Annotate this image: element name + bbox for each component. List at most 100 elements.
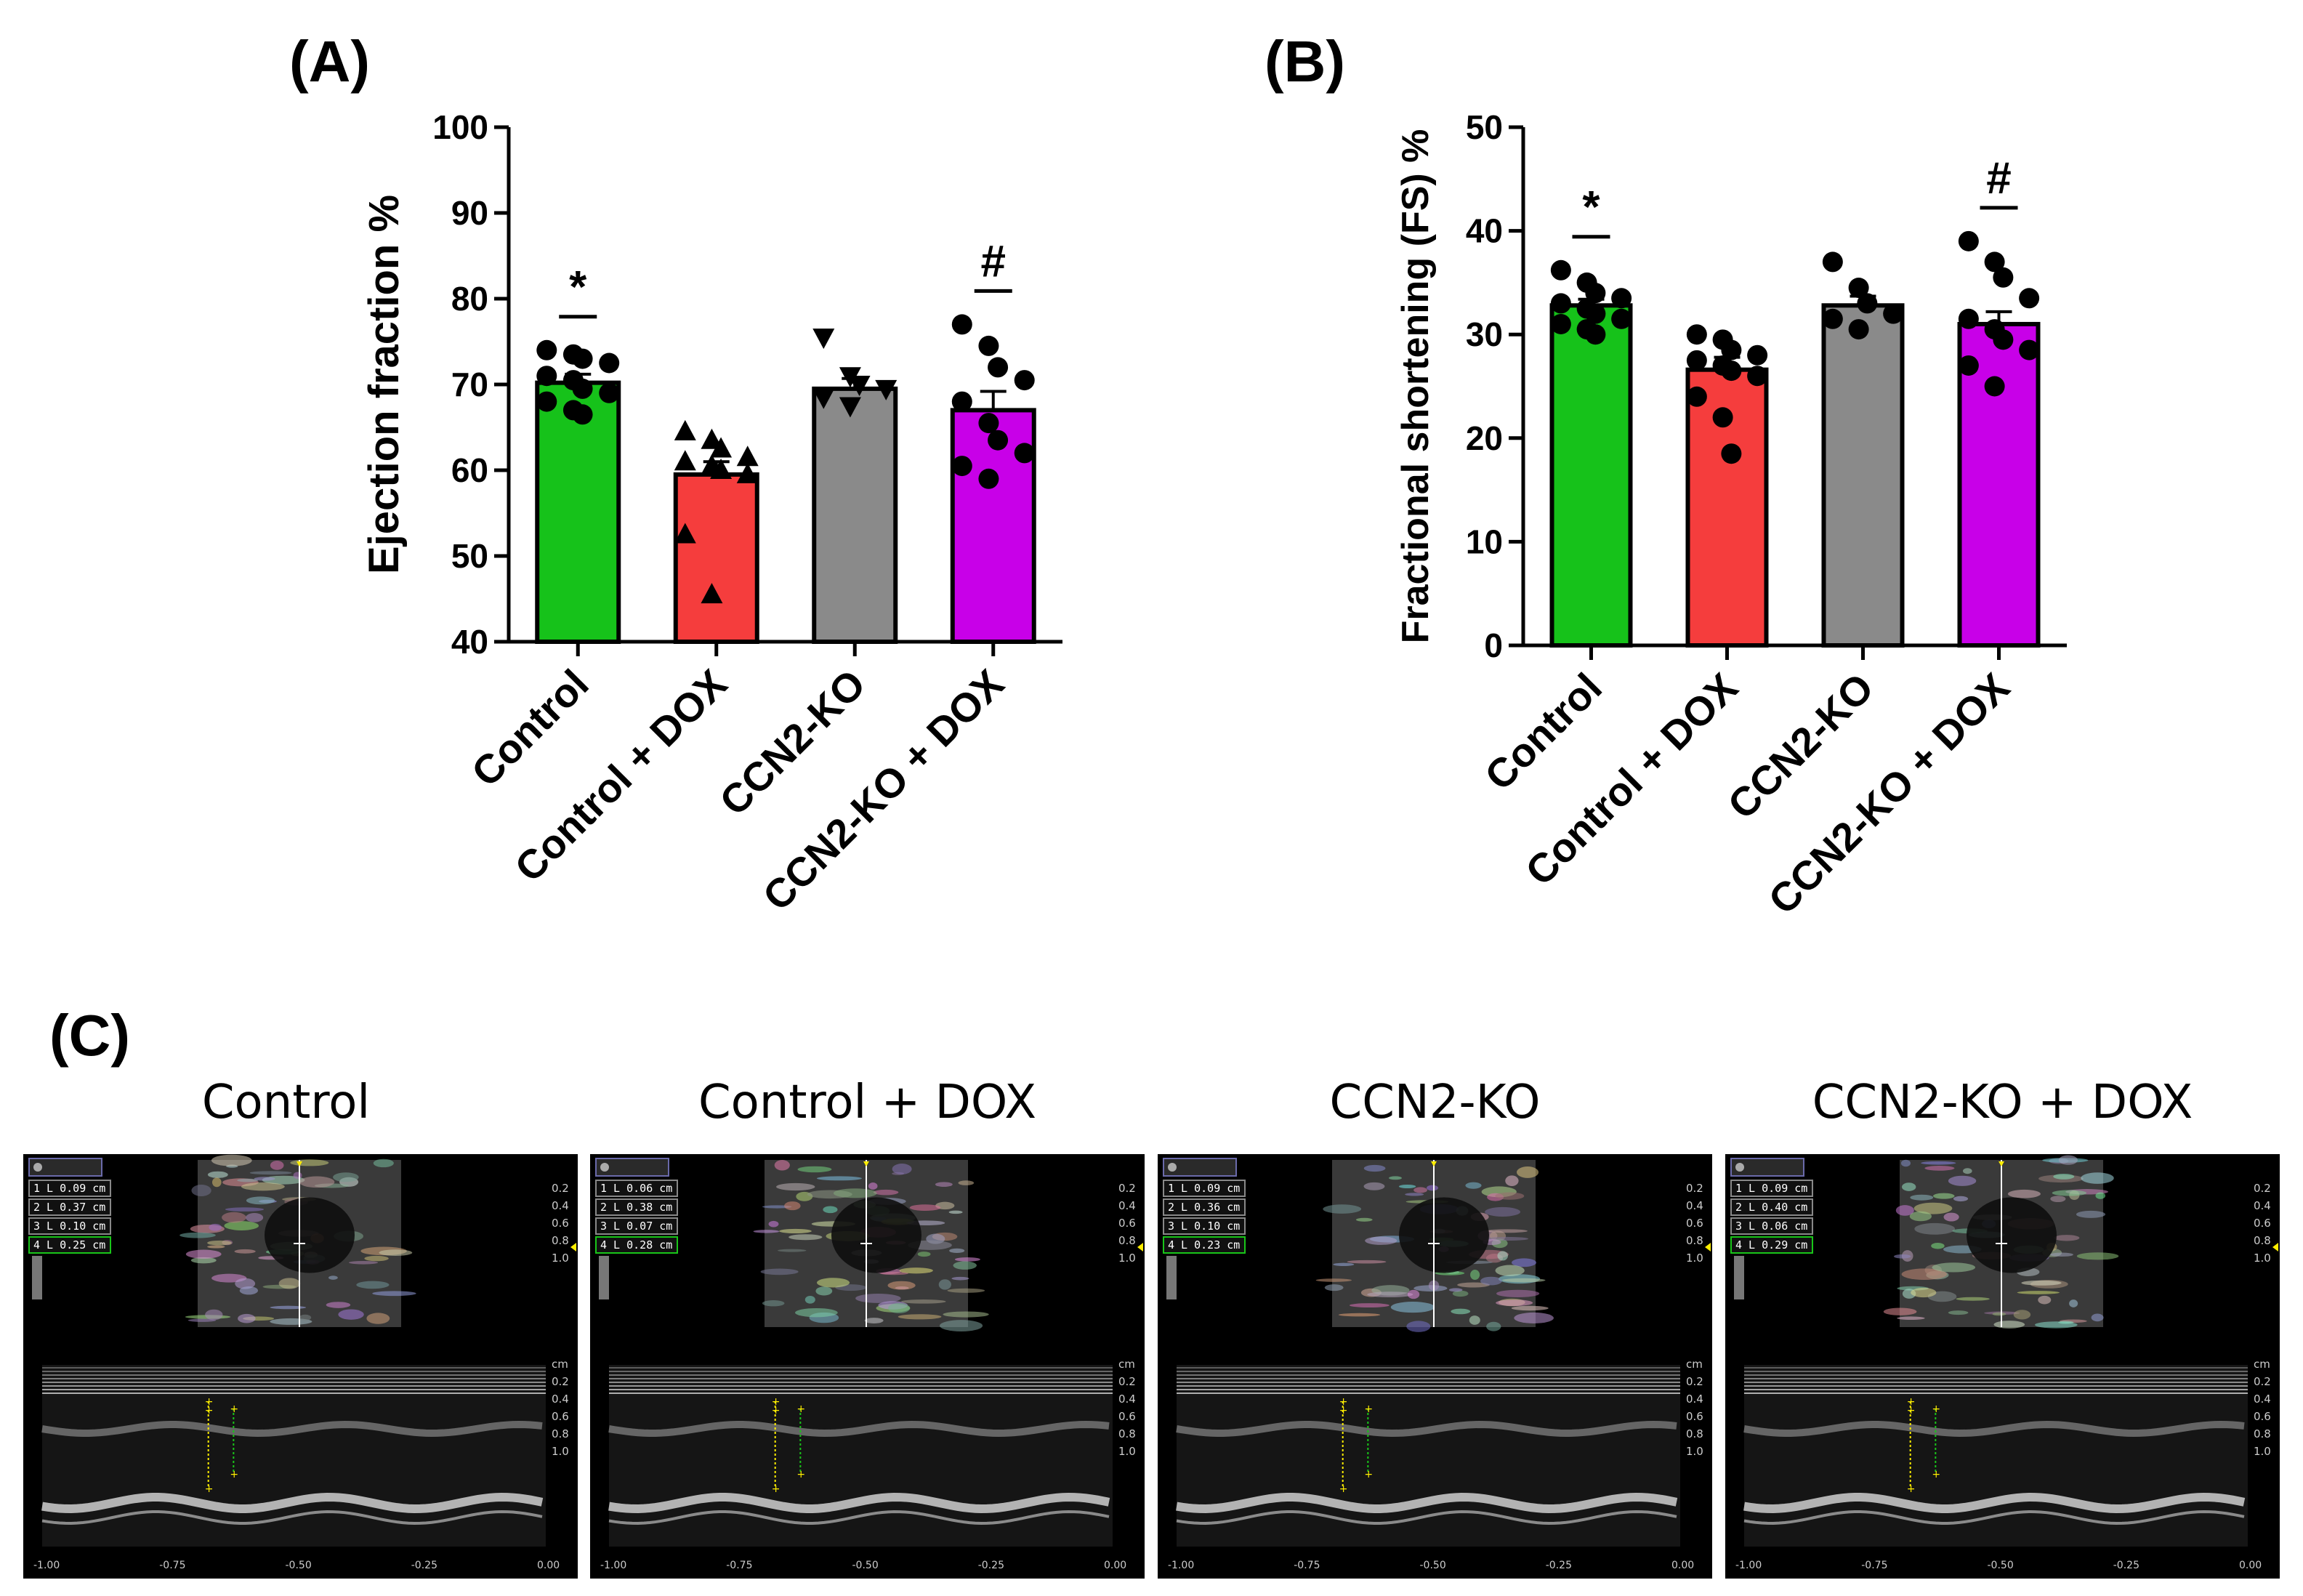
speckle <box>1931 1243 1945 1249</box>
data-point <box>1848 278 1869 299</box>
depth-scale-label: 1.0 <box>1686 1445 1703 1458</box>
measurement-row-box <box>1730 1180 1813 1197</box>
data-point <box>1585 303 1606 324</box>
speckle <box>1355 1217 1373 1222</box>
speckle <box>864 1318 884 1323</box>
time-axis-label: 0.00 <box>1104 1560 1126 1571</box>
data-point <box>875 379 898 400</box>
focus-marker <box>2272 1243 2278 1252</box>
speckle <box>222 1212 246 1223</box>
time-axis-label: -0.75 <box>1294 1560 1320 1571</box>
speckle <box>299 1314 312 1321</box>
speckle <box>1924 1166 1955 1171</box>
measurement-value: 2 L 0.36 cm <box>1168 1201 1240 1214</box>
echo-probe-icon <box>33 1163 42 1172</box>
depth-scale-label: 0.2 <box>1118 1375 1136 1388</box>
y-axis-title: Fractional shortening (FS) % <box>1395 129 1437 644</box>
data-point <box>674 419 696 440</box>
speckle <box>1948 1175 1977 1186</box>
data-point <box>572 378 593 399</box>
speckle <box>211 1177 222 1188</box>
speckle <box>1486 1321 1501 1331</box>
speckle <box>1901 1268 1948 1280</box>
data-point <box>710 459 733 479</box>
depth-scale-label: 1.0 <box>2254 1445 2271 1458</box>
posterior-wall-trace <box>608 1493 1110 1513</box>
data-point <box>1958 355 1979 376</box>
time-axis-label: 0.00 <box>1671 1560 1694 1571</box>
data-point <box>701 428 723 449</box>
depth-scale-label: 0.6 <box>2254 1410 2271 1423</box>
depth-scale-label: cm <box>1686 1358 1703 1371</box>
speckle <box>290 1159 329 1166</box>
data-point <box>2019 288 2040 309</box>
y-tick-label: 40 <box>451 623 488 661</box>
depth-scale-label: 0.8 <box>552 1427 569 1440</box>
speckle <box>947 1288 985 1293</box>
speckle <box>249 1171 292 1175</box>
septum-trace <box>1176 1420 1677 1438</box>
caliper-point: + <box>1907 1396 1916 1408</box>
data-point <box>1721 360 1742 382</box>
bar <box>1821 303 1905 648</box>
speckle <box>1933 1193 1955 1199</box>
caliper-point: + <box>230 1403 238 1415</box>
measurement-row-box <box>595 1180 678 1197</box>
data-point <box>536 391 557 412</box>
speckle <box>899 1267 933 1274</box>
speckle <box>246 1196 275 1205</box>
data-point <box>1721 443 1742 464</box>
measurement-row-box <box>595 1217 678 1235</box>
data-point <box>1611 308 1632 329</box>
speckle <box>1427 1185 1438 1191</box>
speckle <box>768 1220 779 1228</box>
data-point <box>710 437 733 458</box>
depth-scale-label: 1.0 <box>1118 1445 1136 1458</box>
speckle <box>898 1314 942 1320</box>
bar <box>673 472 759 645</box>
speckle <box>1333 1262 1355 1266</box>
y-tick-label: 80 <box>451 280 488 318</box>
data-point <box>1822 308 1843 329</box>
septum-trace <box>608 1420 1110 1438</box>
speckle <box>326 1302 351 1308</box>
x-category-label: CCN2-KO + DOX <box>1759 664 2018 923</box>
speckle <box>1398 1184 1416 1189</box>
speckle <box>373 1158 394 1168</box>
speckle <box>1911 1287 1937 1298</box>
speckle <box>784 1201 801 1211</box>
posterior-wall-trace-2 <box>1743 1510 2245 1525</box>
data-point <box>1747 366 1768 387</box>
speckle <box>951 1276 969 1281</box>
depth-scale-label: 0.2 <box>1686 1375 1703 1388</box>
depth-scale-label: 0.4 <box>1686 1199 1703 1212</box>
speckle <box>788 1234 823 1241</box>
depth-scale-label: 0.8 <box>2254 1427 2271 1440</box>
depth-scale-label: 0.4 <box>552 1393 569 1406</box>
speckle <box>2076 1210 2106 1218</box>
time-axis-label: -0.75 <box>1861 1560 1887 1571</box>
significance-hash: # <box>981 236 1006 286</box>
data-point <box>951 314 972 335</box>
data-point <box>1993 267 2014 288</box>
data-point <box>1984 251 2005 273</box>
caliper-point: + <box>1364 1469 1373 1480</box>
posterior-wall-trace-2 <box>41 1510 543 1525</box>
speckle <box>1457 1282 1490 1288</box>
grayscale-bar <box>1734 1256 1744 1299</box>
cursor-top-marker <box>1431 1161 1437 1166</box>
speckle <box>943 1311 989 1318</box>
data-point <box>674 523 696 544</box>
depth-scale-label: 0.2 <box>552 1375 569 1388</box>
speckle <box>2052 1190 2087 1196</box>
data-point <box>988 357 1009 378</box>
m-mode-image <box>1177 1365 1680 1547</box>
caliper-point: + <box>205 1405 214 1416</box>
speckle <box>235 1278 256 1289</box>
time-axis-label: 0.00 <box>537 1560 560 1571</box>
speckle <box>1895 1205 1914 1216</box>
septum-trace <box>1743 1420 2245 1438</box>
speckle <box>1514 1312 1554 1323</box>
depth-scale-label: 0.4 <box>552 1199 569 1212</box>
speckle <box>1496 1299 1533 1307</box>
